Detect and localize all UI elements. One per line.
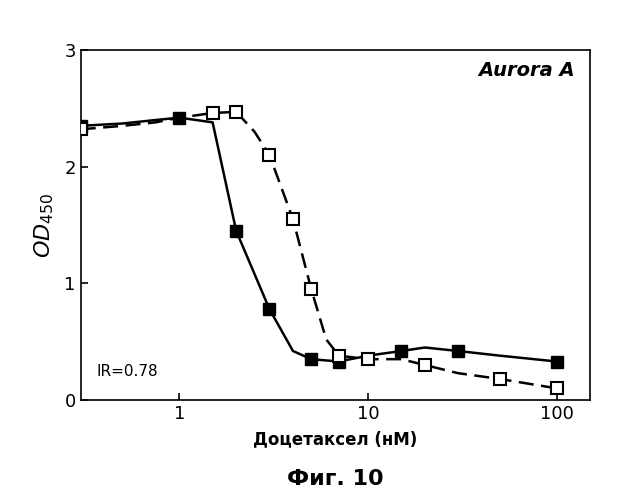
Y-axis label: $\mathit{OD_{450}}$: $\mathit{OD_{450}}$	[32, 192, 56, 258]
Text: IR=0.78: IR=0.78	[96, 364, 158, 379]
Text: Фиг. 10: Фиг. 10	[287, 469, 384, 489]
Text: Aurora A: Aurora A	[478, 60, 574, 80]
X-axis label: Доцетаксел (нМ): Доцетаксел (нМ)	[253, 430, 417, 448]
